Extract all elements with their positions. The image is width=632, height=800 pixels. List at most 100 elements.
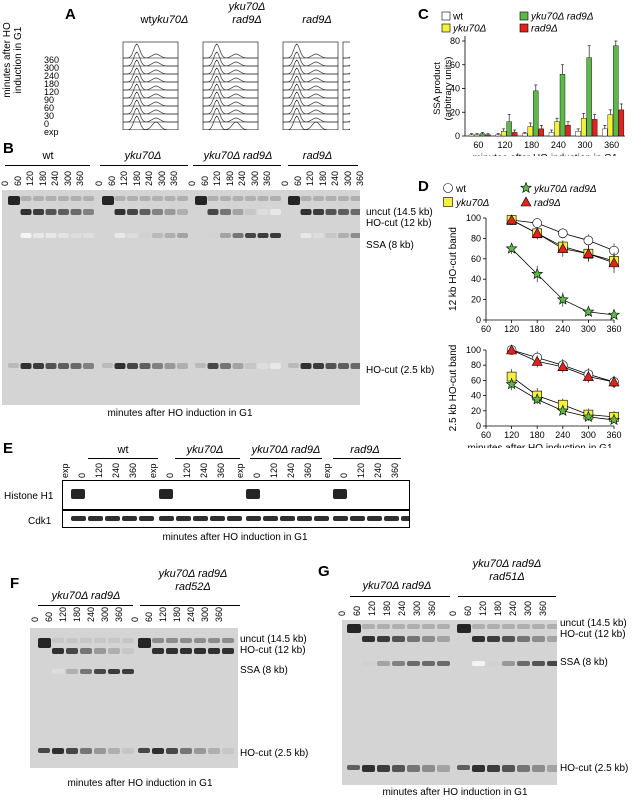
c-bar [591, 119, 598, 137]
e-strain-line-yku70-rad9 [250, 458, 322, 459]
e-lane-2-240: 240 [286, 462, 296, 478]
b-strain-line-wt [5, 165, 90, 166]
gel-band [152, 209, 163, 215]
a-row-exp: exp [44, 127, 59, 137]
d-point [582, 410, 595, 422]
d-point [556, 404, 569, 416]
b-xlabel: minutes after HO induction in G1 [107, 408, 253, 419]
e-cdk1-bands [71, 516, 416, 521]
d-legend-marker [443, 183, 453, 193]
d-x-tick-label: 60 [481, 324, 491, 334]
e-lane-2-exp: exp [235, 463, 245, 478]
d-legend-label: yku70Δ rad9Δ [533, 184, 597, 195]
facs-histogram [283, 51, 338, 67]
gel-band [222, 748, 234, 754]
facs-histogram [343, 104, 350, 107]
d-point [557, 242, 569, 253]
gel-band [152, 196, 163, 201]
b-lane-2-0: 0 [187, 180, 197, 186]
g-xlabel: minutes after HO induction in G1 [382, 787, 528, 798]
c-legend-label: yku70Δ [452, 24, 487, 35]
b-lane-2-360: 360 [262, 170, 272, 186]
gel-band [105, 516, 120, 521]
gel-band [114, 233, 126, 238]
f-lane-0-240: 240 [86, 606, 96, 622]
a-row-240: 240 [44, 71, 60, 81]
gel-band [245, 209, 256, 215]
d-point [608, 376, 620, 387]
g-lane-0-360: 360 [427, 600, 437, 616]
gel-band [159, 516, 174, 521]
gel-band [313, 363, 324, 369]
gel-band [207, 196, 219, 201]
gel-band [108, 638, 120, 643]
gel-band [437, 636, 450, 642]
c-y-tick-label: 20 [450, 107, 460, 117]
gel-band [177, 209, 188, 215]
gel-band [297, 516, 312, 521]
gel-band [377, 661, 390, 666]
gel-band [257, 196, 269, 201]
gel-band [362, 636, 375, 642]
gel-band [392, 636, 405, 642]
c-x-tick-label: 360 [604, 140, 619, 150]
e-lane-2-120: 120 [269, 462, 279, 478]
facs-histogram [123, 99, 178, 115]
panel-label-c: C [418, 6, 429, 23]
gel-band [220, 209, 231, 215]
facs-frame [282, 41, 339, 130]
g-lane-1-60: 60 [463, 605, 473, 616]
gel-band [80, 748, 92, 754]
facs-histogram [203, 115, 258, 130]
c-bar [559, 74, 566, 137]
gel-band [280, 516, 295, 521]
gel-band [422, 636, 435, 642]
b-lane-3-240: 240 [330, 170, 340, 186]
gel-band [80, 638, 92, 643]
gel-band [139, 233, 151, 238]
gel-band [208, 748, 220, 754]
e-lane-2-0: 0 [252, 472, 262, 478]
gel-band [487, 624, 500, 629]
f-lane-1-120: 120 [158, 606, 168, 622]
f-lane-1-240: 240 [186, 606, 196, 622]
e-lane-3-exp: exp [322, 463, 332, 478]
f-lane-0-180: 180 [72, 606, 82, 622]
gel-band [547, 765, 560, 772]
c-bar [538, 128, 545, 137]
gel-band [392, 624, 405, 629]
e-histone-bands [71, 489, 347, 499]
gel-band [102, 363, 113, 368]
c-bar [607, 114, 614, 137]
gel-band [313, 209, 324, 215]
c-x-tick-label: 120 [497, 140, 512, 150]
e-strain-line-yku70 [175, 458, 240, 459]
gel-band [114, 196, 126, 201]
c-bar [548, 132, 555, 137]
facs-histogram [123, 91, 178, 107]
gel-band [457, 765, 470, 770]
facs-histogram [123, 115, 178, 130]
gel-band [407, 636, 420, 642]
facs-histogram [203, 91, 258, 107]
facs-frame [342, 41, 350, 130]
gel-band [220, 196, 231, 201]
gel-band [472, 661, 485, 666]
gel-band [94, 748, 106, 754]
facs-histogram [343, 128, 350, 130]
e-lane-0-360: 360 [128, 462, 138, 478]
d-x-tick-label: 360 [606, 324, 621, 334]
g-lane-0-60: 60 [352, 605, 362, 616]
gel-band [38, 748, 50, 753]
f-lane-1-180: 180 [172, 606, 182, 622]
gel-band [8, 196, 20, 205]
d-y-tick-label: 60 [471, 375, 481, 385]
gel-band [138, 748, 150, 753]
gel-band [152, 638, 164, 643]
gel-band [177, 363, 188, 369]
gel-band [472, 624, 485, 629]
gel-band [139, 516, 154, 521]
gel-band [422, 624, 435, 629]
gel-band [176, 516, 191, 521]
gel-band [66, 638, 78, 643]
